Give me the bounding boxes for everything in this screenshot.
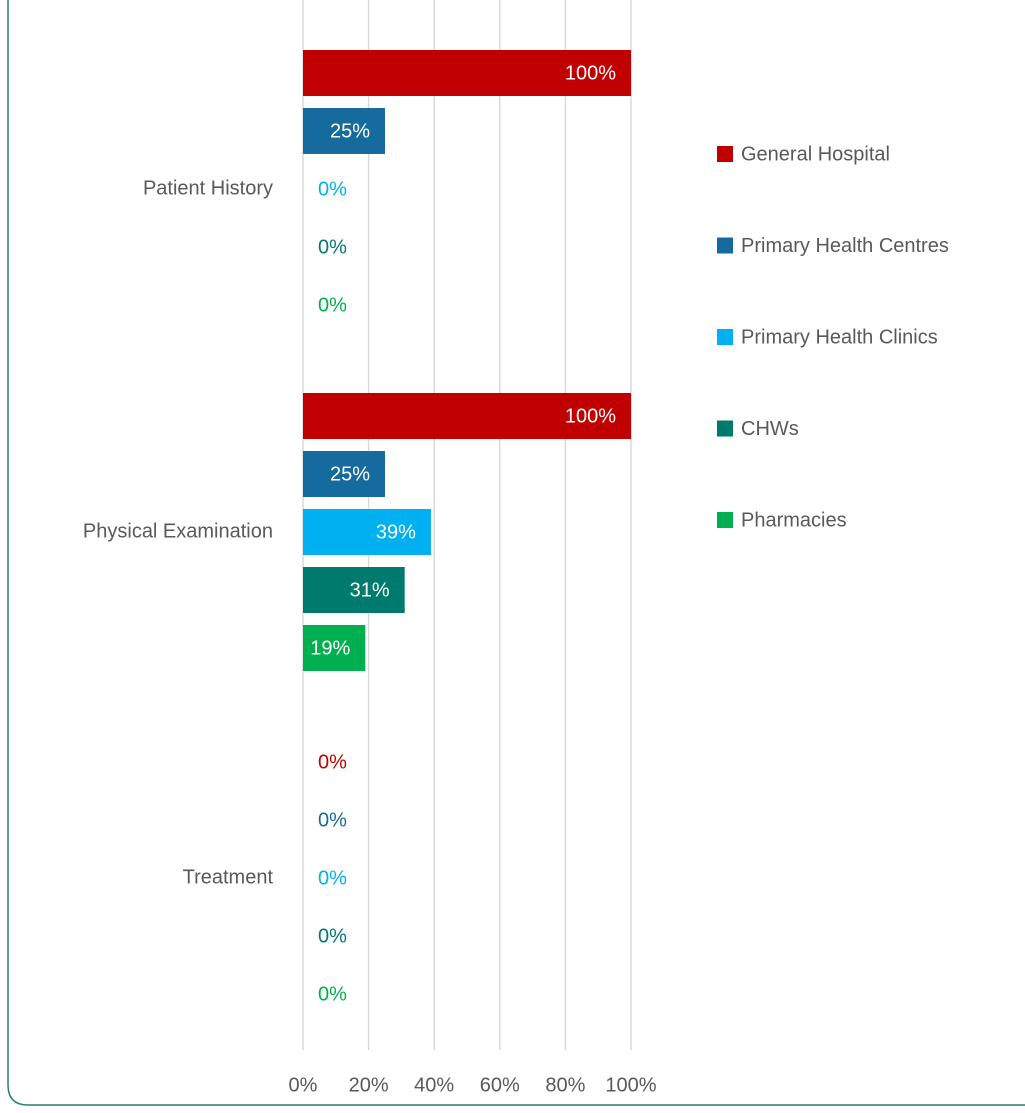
data-label: 100% xyxy=(565,405,616,427)
legend-swatch xyxy=(717,420,733,437)
legend-label: Primary Health Clinics xyxy=(741,326,938,348)
bar xyxy=(303,393,631,439)
x-tick-label: 60% xyxy=(480,1074,520,1096)
x-tick-label: 0% xyxy=(289,1074,318,1096)
data-label: 0% xyxy=(318,178,347,200)
legend-swatch xyxy=(717,329,733,345)
bar xyxy=(303,625,366,671)
frame xyxy=(7,0,1025,1106)
category-label: Physical Examination xyxy=(83,520,273,542)
data-label: 0% xyxy=(318,925,347,947)
category-label: Treatment xyxy=(183,866,274,888)
data-label: 0% xyxy=(318,751,347,773)
legend-label: CHWs xyxy=(741,418,799,440)
legend-label: Primary Health Centres xyxy=(741,235,949,257)
legend-label: Pharmacies xyxy=(741,509,847,531)
legend-swatch xyxy=(717,512,733,528)
data-label: 100% xyxy=(565,62,616,84)
data-label: 25% xyxy=(330,463,370,485)
data-label: 25% xyxy=(330,120,370,142)
data-label: 0% xyxy=(318,983,347,1005)
x-tick-label: 20% xyxy=(349,1074,389,1096)
bar xyxy=(303,451,385,497)
x-tick-label: 80% xyxy=(545,1074,585,1096)
data-label: 19% xyxy=(310,637,350,659)
data-label: 0% xyxy=(318,809,347,831)
x-tick-label: 100% xyxy=(605,1074,656,1096)
bar xyxy=(303,50,631,96)
data-label: 0% xyxy=(318,294,347,316)
data-label: 0% xyxy=(318,867,347,889)
bar xyxy=(303,108,385,154)
legend-swatch xyxy=(717,146,733,162)
data-label: 31% xyxy=(350,579,390,601)
x-tick-label: 40% xyxy=(414,1074,454,1096)
legend-label: General Hospital xyxy=(741,143,890,165)
data-label: 39% xyxy=(376,521,416,543)
bar xyxy=(303,567,405,613)
legend-swatch xyxy=(717,237,733,254)
bar xyxy=(303,509,431,555)
data-label: 0% xyxy=(318,236,347,258)
category-label: Patient History xyxy=(143,177,273,199)
